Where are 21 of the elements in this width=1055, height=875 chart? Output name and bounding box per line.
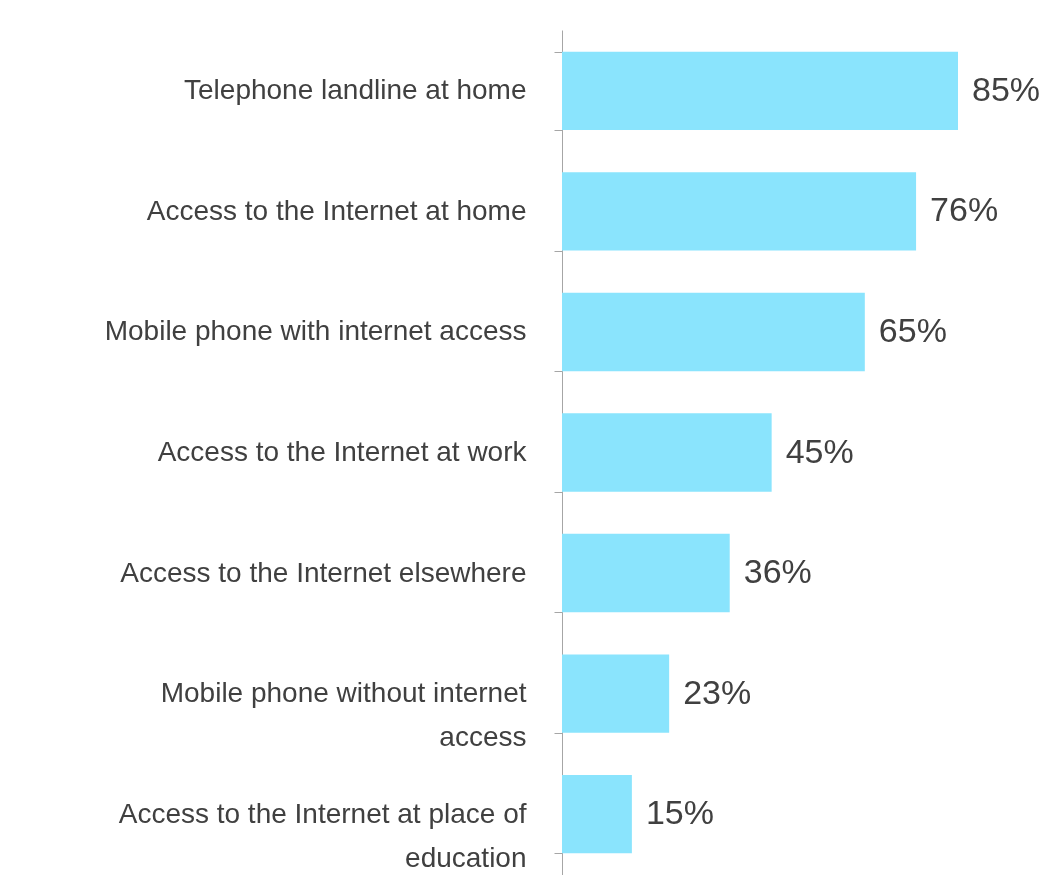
bar [562,533,730,613]
data-label: 76% [930,190,999,229]
y-tick-label: Telephone landline at home [184,74,527,106]
y-tick-label: Access to the Internet at work [157,436,528,467]
bar [562,413,772,492]
y-tick-label: Mobile phone with internet access [104,315,527,347]
y-tick-label: Access to the Internet elsewhere [120,556,527,588]
data-label: 15% [645,793,714,832]
bar [562,292,865,372]
data-label: 85% [972,69,1041,108]
y-tick-label: Access to the Internet at home [146,194,527,226]
data-label: 65% [878,310,947,349]
bar [562,172,917,251]
data-label: 36% [743,552,812,591]
y-tick-label: Mobile phone without internet access [160,677,527,753]
bar [562,774,632,854]
y-tick-label: Access to the Internet at place of education [118,797,527,873]
data-label: 45% [785,431,854,470]
data-label: 23% [683,672,752,711]
bar [562,51,958,131]
bar [562,654,670,733]
